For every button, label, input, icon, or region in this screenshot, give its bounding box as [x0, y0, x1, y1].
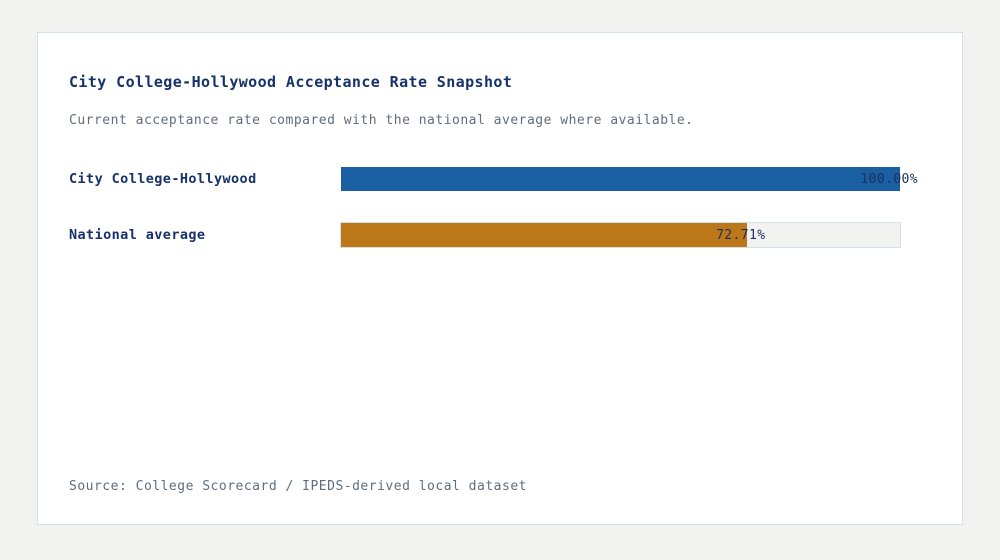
bar-row: City College-Hollywood 100.00%: [38, 166, 962, 192]
bar-value-city-college-hollywood: 100.00%: [860, 172, 918, 187]
bar-value-national-average: 72.71%: [716, 228, 766, 243]
bar-fill-city-college-hollywood: [341, 167, 900, 191]
bar-row: National average 72.71%: [38, 222, 962, 248]
bar-label-national-average: National average: [69, 227, 206, 243]
bar-label-city-college-hollywood: City College-Hollywood: [69, 171, 257, 187]
source-note: Source: College Scorecard / IPEDS-derive…: [69, 479, 527, 494]
bar-track: 100.00%: [340, 166, 918, 192]
bar-track: 72.71%: [340, 222, 901, 248]
chart-card: City College-Hollywood Acceptance Rate S…: [37, 32, 963, 525]
bar-chart: City College-Hollywood 100.00% National …: [38, 166, 962, 278]
page-title: City College-Hollywood Acceptance Rate S…: [69, 73, 513, 91]
chart-subtitle: Current acceptance rate compared with th…: [69, 113, 694, 128]
bar-fill-national-average: [341, 223, 748, 247]
